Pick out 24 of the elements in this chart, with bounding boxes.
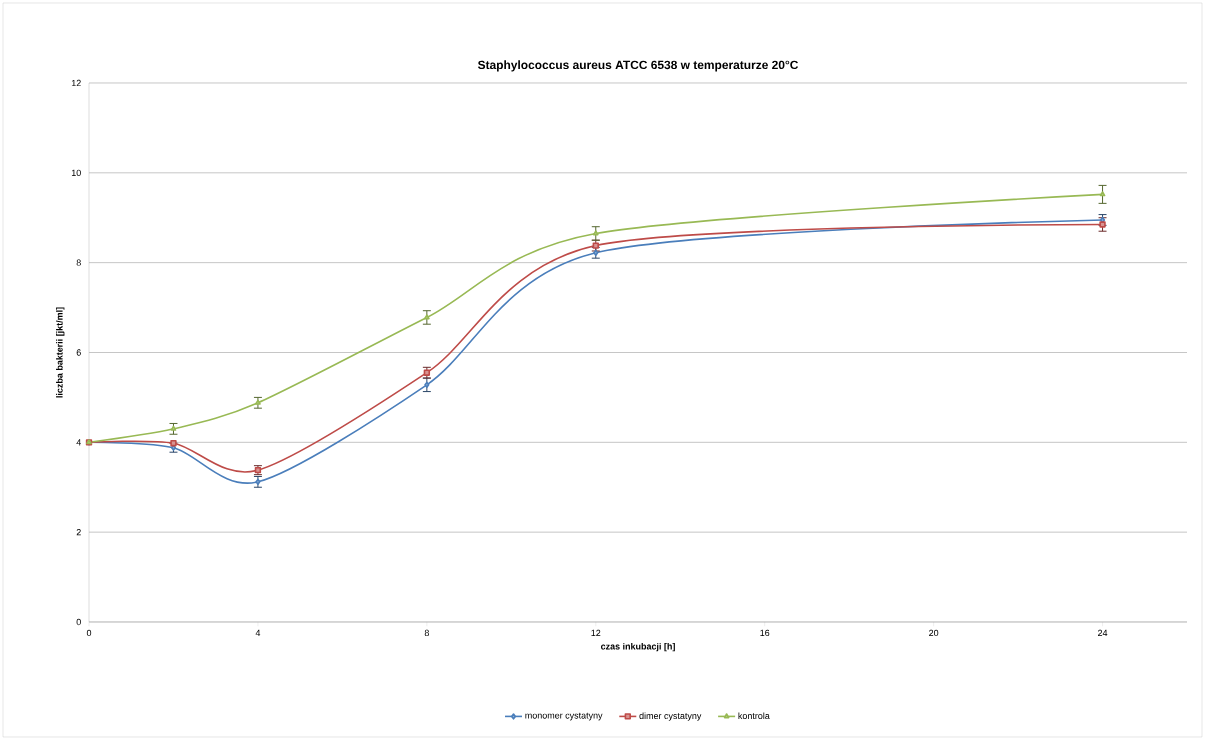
point <box>592 230 599 236</box>
y-tick-label: 2 <box>76 529 81 536</box>
legend-label: kontrola <box>738 712 770 719</box>
legend-label: monomer cystatyny <box>525 712 603 721</box>
point <box>424 381 430 389</box>
x-tick-label: 20 <box>929 629 939 637</box>
legend-label: dimer cystatyny <box>639 712 702 721</box>
x-tick-label: 24 <box>1098 629 1108 637</box>
y-tick-label: 12 <box>71 79 81 87</box>
point <box>1099 191 1106 197</box>
y-tick-label: 4 <box>76 439 81 446</box>
y-tick-label: 6 <box>76 349 81 356</box>
point <box>423 314 430 320</box>
x-tick-label: 16 <box>760 629 770 637</box>
y-tick-label: 0 <box>76 618 81 626</box>
x-tick-label: 8 <box>424 629 429 637</box>
chart-title: Staphylococcus aureus ATCC 6538 w temperaturze 20°C <box>477 60 799 72</box>
y-tick-label: 8 <box>76 259 81 266</box>
x-tick-label: 4 <box>255 629 261 636</box>
x-axis-title: czas inkubacji [h] <box>600 642 675 652</box>
y-tick-label: 10 <box>71 169 81 176</box>
y-axis-title: liczba bakterii [jkt/ml] <box>56 307 65 398</box>
x-tick-label: 0 <box>86 629 92 637</box>
x-tick-label: 12 <box>591 629 601 637</box>
